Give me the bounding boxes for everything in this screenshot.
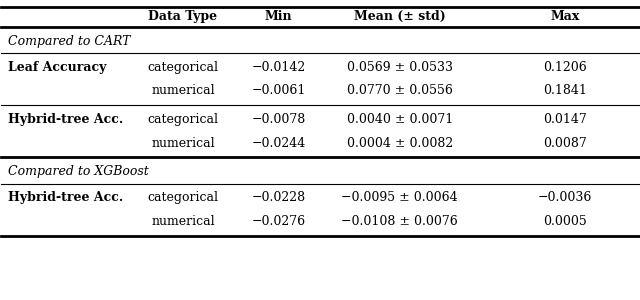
- Text: Leaf Accuracy: Leaf Accuracy: [8, 61, 106, 74]
- Text: −0.0036: −0.0036: [538, 191, 593, 205]
- Text: numerical: numerical: [151, 215, 215, 228]
- Text: 0.1841: 0.1841: [543, 84, 588, 97]
- Text: 0.0147: 0.0147: [543, 113, 588, 126]
- Text: categorical: categorical: [147, 61, 218, 74]
- Text: −0.0061: −0.0061: [252, 84, 306, 97]
- Text: Compared to CART: Compared to CART: [8, 34, 131, 47]
- Text: −0.0276: −0.0276: [252, 215, 306, 228]
- Text: Mean (± std): Mean (± std): [354, 10, 445, 23]
- Text: −0.0244: −0.0244: [252, 136, 306, 149]
- Text: −0.0108 ± 0.0076: −0.0108 ± 0.0076: [341, 215, 458, 228]
- Text: 0.1206: 0.1206: [543, 61, 588, 74]
- Text: −0.0078: −0.0078: [252, 113, 306, 126]
- Text: Max: Max: [550, 10, 580, 23]
- Text: 0.0569 ± 0.0533: 0.0569 ± 0.0533: [347, 61, 452, 74]
- Text: Min: Min: [265, 10, 292, 23]
- Text: 0.0087: 0.0087: [543, 136, 588, 149]
- Text: numerical: numerical: [151, 136, 215, 149]
- Text: −0.0228: −0.0228: [252, 191, 306, 205]
- Text: Compared to XGBoost: Compared to XGBoost: [8, 165, 148, 178]
- Text: 0.0770 ± 0.0556: 0.0770 ± 0.0556: [347, 84, 452, 97]
- Text: 0.0040 ± 0.0071: 0.0040 ± 0.0071: [346, 113, 452, 126]
- Text: Data Type: Data Type: [148, 10, 218, 23]
- Text: Hybrid-tree Acc.: Hybrid-tree Acc.: [8, 113, 123, 126]
- Text: −0.0142: −0.0142: [252, 61, 306, 74]
- Text: categorical: categorical: [147, 191, 218, 205]
- Text: Hybrid-tree Acc.: Hybrid-tree Acc.: [8, 191, 123, 205]
- Text: −0.0095 ± 0.0064: −0.0095 ± 0.0064: [341, 191, 458, 205]
- Text: categorical: categorical: [147, 113, 218, 126]
- Text: numerical: numerical: [151, 84, 215, 97]
- Text: 0.0005: 0.0005: [543, 215, 588, 228]
- Text: 0.0004 ± 0.0082: 0.0004 ± 0.0082: [346, 136, 452, 149]
